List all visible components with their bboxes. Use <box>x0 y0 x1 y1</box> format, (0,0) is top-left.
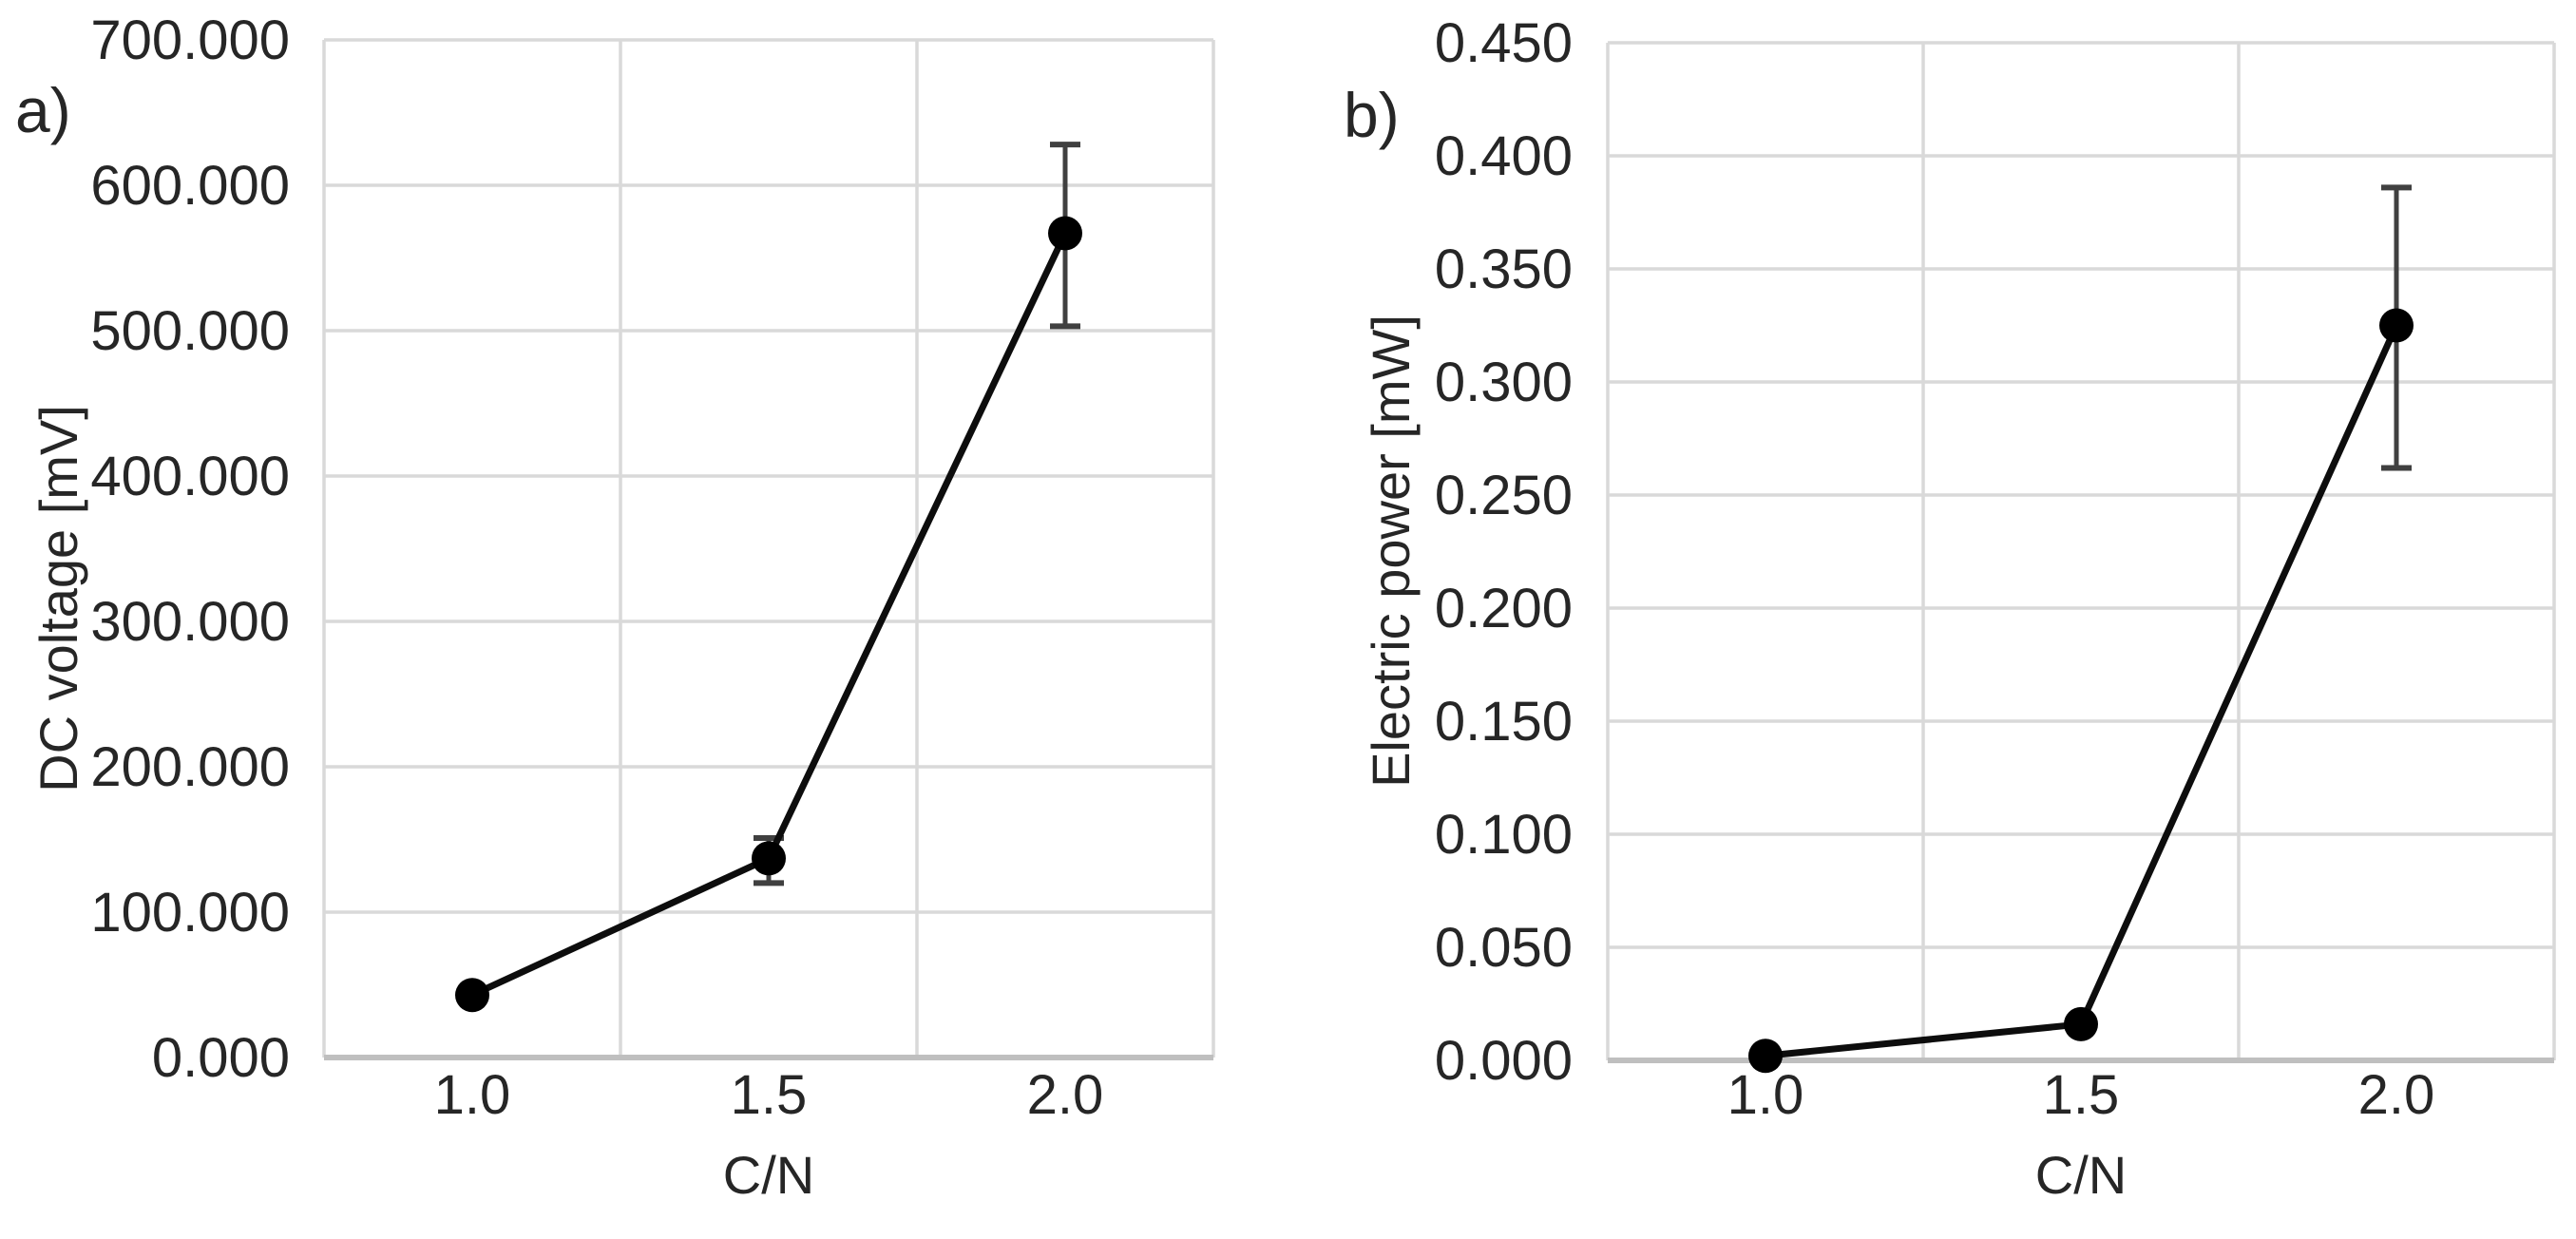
y-tick-label: 0.150 <box>1435 691 1573 753</box>
gridlines <box>1606 41 2556 1060</box>
panel-label-a: a) <box>15 75 71 145</box>
y-axis-title-a: DC voltage [mV] <box>29 405 88 792</box>
data-point-marker <box>1048 216 1082 251</box>
y-tick-labels: 0.000 100.000 200.000 300.000 400.000 500.000… <box>90 10 290 1089</box>
y-axis-title-b: Electric power [mW] <box>1361 315 1421 788</box>
data-point-marker <box>752 841 786 876</box>
x-tick-label: 1.5 <box>2043 1064 2120 1126</box>
x-tick-label: 2.0 <box>1027 1064 1104 1126</box>
chart-a: 0.000 100.000 200.000 300.000 400.000 500.000… <box>90 10 1215 1126</box>
data-points <box>455 216 1082 1013</box>
y-tick-label: 600.000 <box>90 155 290 217</box>
y-tick-label: 400.000 <box>90 446 290 507</box>
y-tick-label: 0.250 <box>1435 465 1573 526</box>
y-tick-label: 300.000 <box>90 591 290 653</box>
x-axis-title-b: C/N <box>2034 1145 2128 1205</box>
data-point-marker <box>1748 1039 1783 1074</box>
y-tick-labels: 0.000 0.050 0.100 0.150 0.200 0.250 0.300 0.350… <box>1435 12 1573 1092</box>
y-tick-label: 0.400 <box>1435 125 1573 187</box>
x-tick-label: 2.0 <box>2358 1064 2435 1126</box>
y-tick-label: 0.200 <box>1435 578 1573 639</box>
x-tick-label: 1.5 <box>731 1064 808 1126</box>
y-tick-label: 500.000 <box>90 300 290 362</box>
y-tick-label: 0.000 <box>1435 1030 1573 1092</box>
x-tick-labels: 1.0 1.5 2.0 <box>1727 1064 2435 1126</box>
y-tick-label: 0.350 <box>1435 238 1573 300</box>
chart-b: 0.000 0.050 0.100 0.150 0.200 0.250 0.300 0.350… <box>1435 12 2556 1126</box>
y-tick-label: 700.000 <box>90 10 290 71</box>
data-point-marker <box>2379 308 2414 343</box>
gridlines <box>322 38 1215 1058</box>
y-tick-label: 0.300 <box>1435 352 1573 413</box>
x-axis-title-a: C/N <box>722 1145 815 1205</box>
y-tick-label: 0.000 <box>152 1027 290 1089</box>
data-point-marker <box>455 978 489 1013</box>
y-tick-label: 0.050 <box>1435 917 1573 979</box>
x-tick-label: 1.0 <box>1727 1064 1804 1126</box>
x-tick-label: 1.0 <box>434 1064 511 1126</box>
data-points <box>1748 308 2414 1074</box>
y-tick-label: 0.100 <box>1435 804 1573 866</box>
panel-label-b: b) <box>1344 80 1400 150</box>
y-tick-label: 200.000 <box>90 736 290 798</box>
y-tick-label: 100.000 <box>90 882 290 944</box>
y-tick-label: 0.450 <box>1435 12 1573 74</box>
data-point-marker <box>2064 1006 2098 1041</box>
x-tick-labels: 1.0 1.5 2.0 <box>434 1064 1104 1126</box>
